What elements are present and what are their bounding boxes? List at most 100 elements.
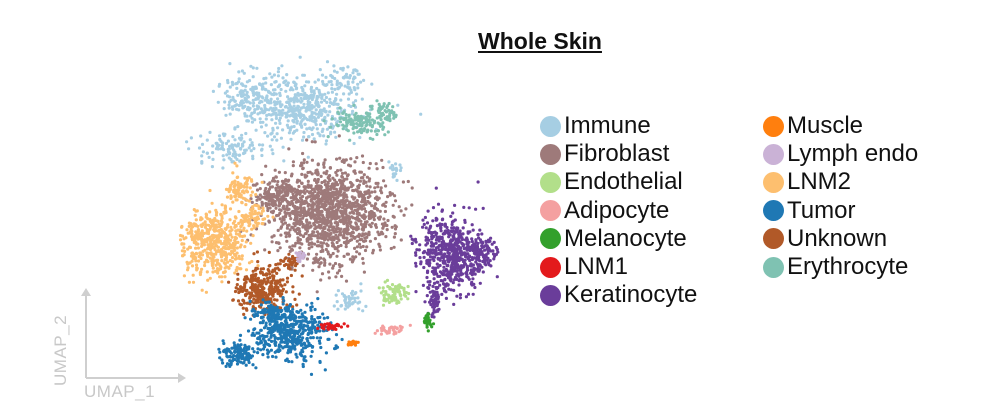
cell-point	[474, 207, 478, 211]
cell-point	[349, 157, 353, 161]
cell-point	[451, 249, 455, 253]
cell-point	[222, 158, 226, 162]
cell-point	[262, 311, 266, 315]
cell-point	[235, 359, 239, 363]
cell-point	[191, 273, 195, 277]
cell-point	[248, 143, 252, 147]
cell-point	[335, 121, 339, 125]
cell-point	[253, 183, 257, 187]
cell-point	[296, 310, 300, 314]
cell-point	[354, 126, 358, 130]
cell-point	[414, 290, 418, 294]
cell-point	[442, 261, 446, 265]
cell-point	[356, 86, 360, 90]
cell-point	[414, 251, 418, 255]
cell-point	[294, 241, 298, 245]
cell-point	[240, 238, 244, 243]
cell-point	[178, 233, 183, 238]
cell-point	[210, 263, 214, 268]
cell-point	[254, 86, 258, 90]
cell-point	[442, 282, 446, 286]
cell-point	[274, 279, 278, 283]
cell-point	[203, 238, 207, 242]
cell-point	[288, 109, 292, 113]
cell-point	[334, 97, 338, 101]
cell-point	[276, 213, 280, 217]
cell-point	[385, 278, 390, 282]
cell-point	[276, 180, 280, 184]
cell-point	[300, 172, 304, 176]
cell-point	[315, 200, 319, 204]
cell-point	[211, 144, 215, 148]
cell-point	[348, 76, 352, 80]
cell-point	[239, 267, 243, 271]
cell-point	[392, 235, 396, 239]
cell-point	[293, 93, 297, 97]
cell-point	[285, 239, 289, 243]
cell-point	[232, 152, 236, 156]
cell-point	[292, 120, 296, 124]
cell-point	[243, 176, 247, 180]
cell-point	[278, 116, 282, 120]
cell-point	[278, 100, 282, 104]
cell-point	[336, 183, 340, 187]
cell-point	[414, 240, 418, 244]
cell-point	[319, 261, 323, 265]
cell-point	[208, 227, 212, 231]
cell-point	[180, 242, 184, 246]
cell-point	[313, 140, 317, 144]
cell-point	[231, 246, 235, 250]
cell-point	[235, 175, 239, 180]
cell-point	[237, 80, 241, 84]
cell-point	[270, 118, 274, 122]
cell-point	[284, 89, 288, 93]
cell-point	[287, 345, 291, 349]
cell-point	[234, 194, 238, 198]
cell-point	[305, 160, 309, 164]
cell-point	[345, 229, 349, 233]
cell-point	[352, 141, 356, 146]
cell-point	[250, 141, 254, 145]
cell-point	[397, 300, 401, 304]
cell-point	[327, 270, 331, 274]
cell-point	[365, 235, 369, 239]
cell-point	[378, 209, 382, 213]
cell-point	[211, 254, 215, 258]
cell-point	[260, 289, 264, 293]
cell-point	[435, 290, 439, 294]
cell-point	[299, 315, 303, 319]
cell-point	[207, 223, 211, 227]
cell-point	[287, 333, 291, 337]
cell-point	[295, 188, 299, 192]
cell-point	[377, 286, 381, 290]
cell-point	[238, 245, 242, 249]
cell-point	[365, 122, 369, 127]
cell-point	[256, 351, 260, 355]
cell-point	[294, 262, 298, 267]
cell-point	[270, 185, 274, 189]
cell-point	[274, 322, 278, 326]
cell-point	[246, 105, 250, 110]
cell-point	[394, 286, 398, 290]
cell-point	[264, 81, 268, 85]
cell-point	[252, 314, 256, 318]
cell-point	[245, 185, 249, 189]
cell-point	[375, 329, 379, 333]
cell-point	[383, 204, 387, 208]
cell-point	[200, 154, 204, 158]
cell-point	[283, 257, 287, 261]
cell-point	[298, 335, 302, 339]
cell-point	[334, 293, 338, 297]
cell-point	[392, 294, 396, 298]
cell-point	[260, 295, 264, 299]
cell-point	[261, 300, 265, 304]
cell-point	[212, 241, 216, 245]
cell-point	[178, 238, 183, 242]
cell-point	[354, 111, 358, 115]
cell-point	[435, 236, 439, 240]
cell-point	[282, 324, 286, 328]
cell-point	[334, 233, 338, 237]
cell-point	[222, 148, 226, 152]
cell-point	[367, 213, 372, 217]
cell-point	[277, 118, 281, 122]
